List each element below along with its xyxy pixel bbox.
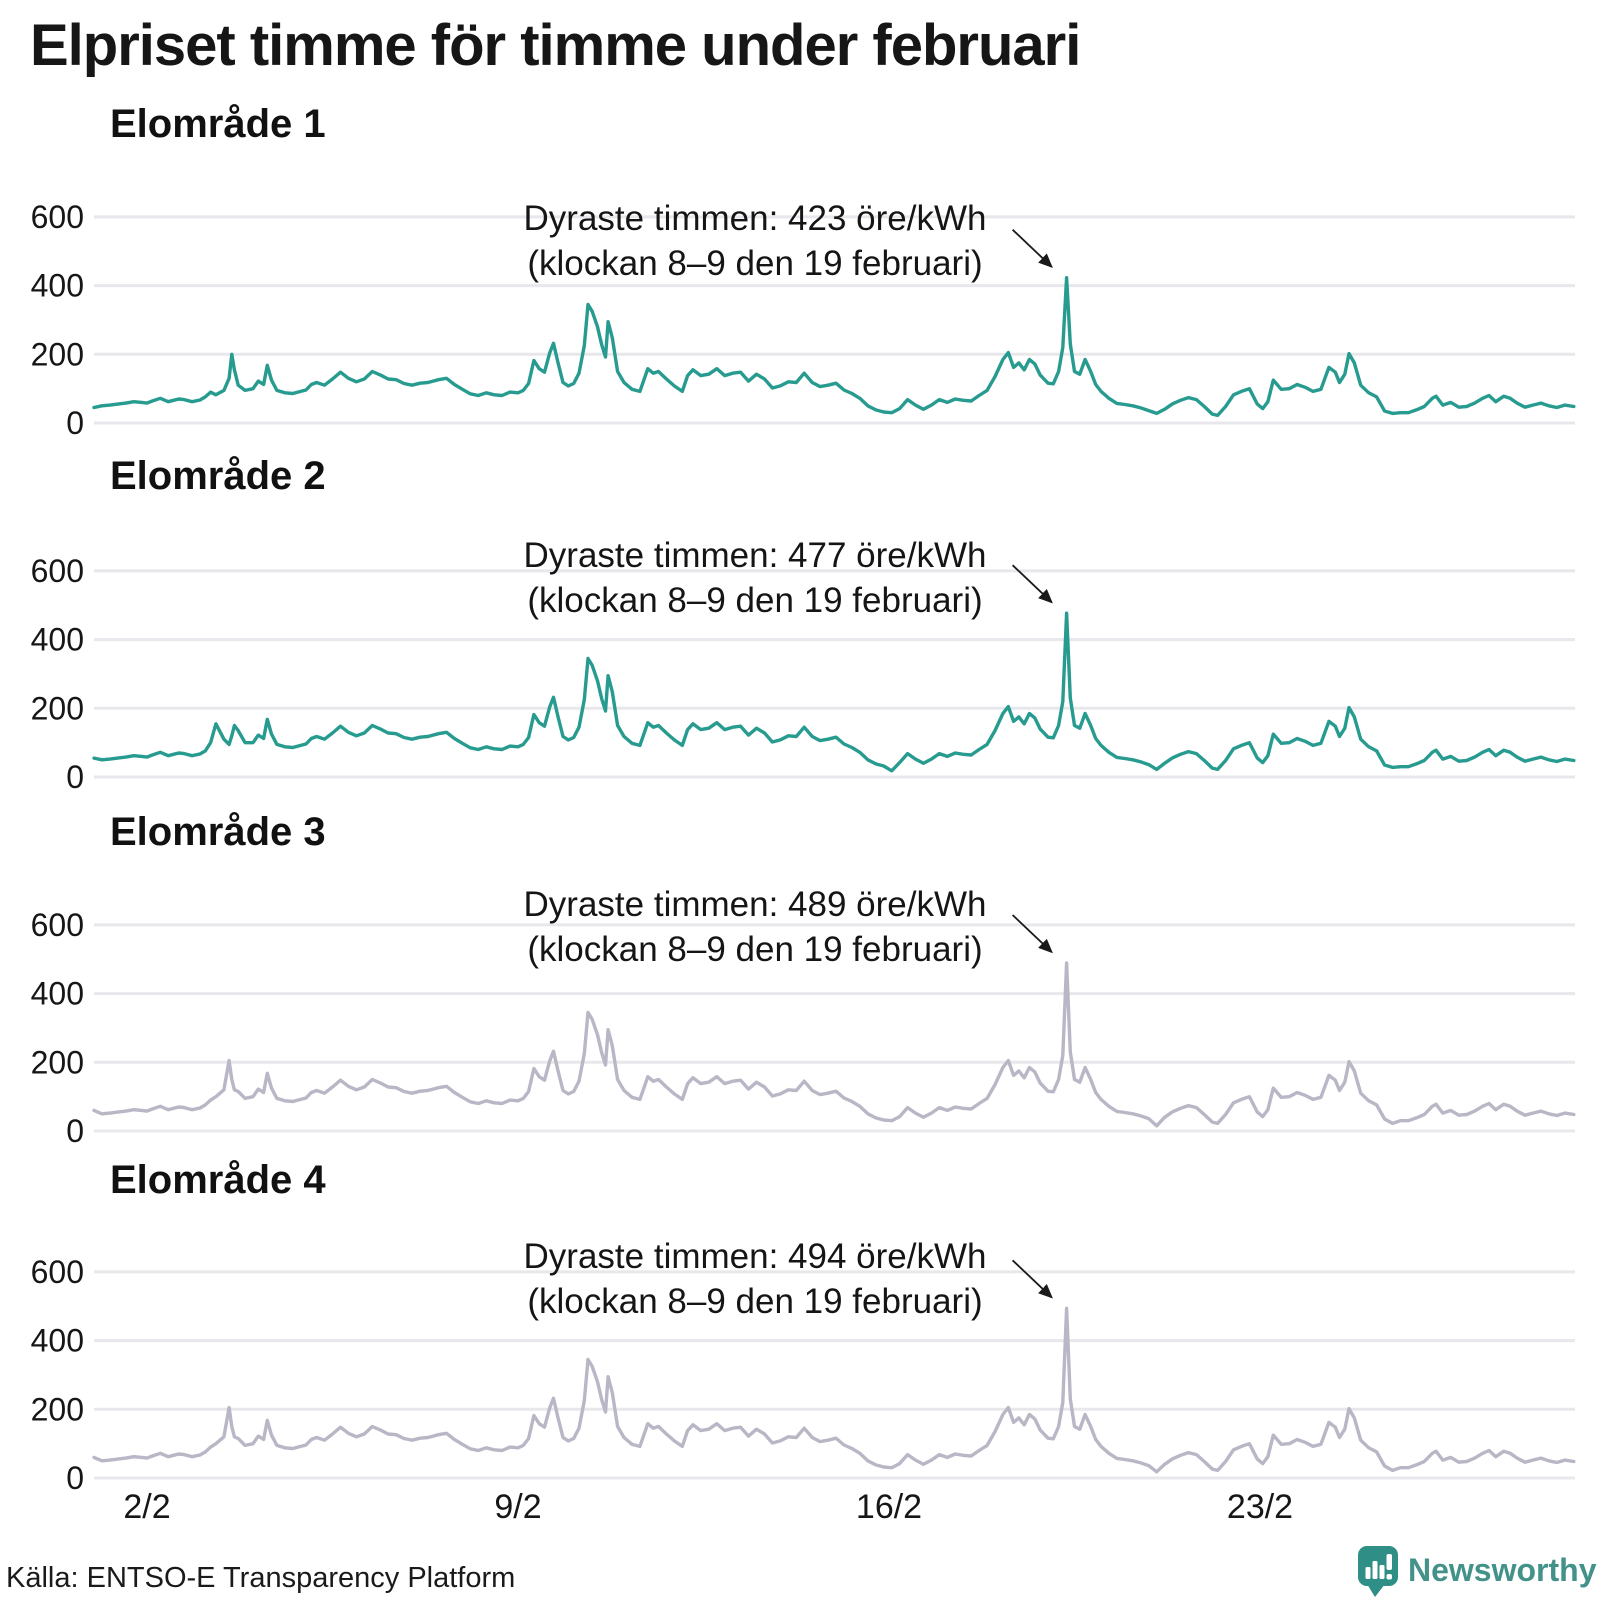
y-tick-label: 200 [31, 1391, 84, 1427]
annotation-arrow-icon [1011, 229, 1053, 268]
annotation-line1: Dyraste timmen: 489 öre/kWh [523, 885, 987, 924]
max-price-annotation-2: Dyraste timmen: 477 öre/kWh (klockan 8–9 … [330, 533, 1180, 623]
y-tick-label: 0 [66, 405, 84, 441]
y-tick-label: 400 [31, 268, 84, 304]
source-caption: Källa: ENTSO-E Transparency Platform [6, 1562, 516, 1594]
page-title: Elpriset timme för timme under februari [30, 13, 1081, 78]
max-price-annotation-1: Dyraste timmen: 423 öre/kWh (klockan 8–9 … [330, 196, 1180, 286]
max-price-annotation-4: Dyraste timmen: 494 öre/kWh (klockan 8–9 … [330, 1234, 1180, 1324]
annotation-arrow-icon [1011, 914, 1053, 954]
panel-title-4: Elområde 4 [110, 1158, 326, 1202]
panel-title-1: Elområde 1 [110, 102, 326, 146]
y-tick-label: 200 [31, 690, 84, 726]
panel-title-3: Elområde 3 [110, 810, 326, 854]
y-tick-label: 0 [66, 1460, 84, 1496]
price-line [92, 611, 1576, 773]
max-price-annotation-3: Dyraste timmen: 489 öre/kWh (klockan 8–9 … [330, 882, 1180, 972]
annotation-line2: (klockan 8–9 den 19 februari) [527, 930, 983, 969]
x-tick-label-23-2: 23/2 [1226, 1488, 1294, 1526]
annotation-line2: (klockan 8–9 den 19 februari) [527, 244, 983, 283]
annotation-line1: Dyraste timmen: 494 öre/kWh [523, 1237, 987, 1276]
annotation-line1: Dyraste timmen: 423 öre/kWh [523, 199, 987, 238]
y-tick-label: 400 [31, 1323, 84, 1359]
chart-panel-4: 600 400 200 0 [31, 1254, 1576, 1496]
y-tick-label: 0 [66, 1113, 84, 1149]
chart-panel-3: 600 400 200 0 [31, 907, 1576, 1149]
y-tick-label: 200 [31, 336, 84, 372]
chart-panel-1: 600 400 200 0 [31, 199, 1576, 441]
annotation-line2: (klockan 8–9 den 19 februari) [527, 1282, 983, 1321]
y-tick-label: 200 [31, 1044, 84, 1080]
annotation-line2: (klockan 8–9 den 19 februari) [527, 581, 983, 620]
y-tick-label: 600 [31, 199, 84, 235]
annotation-arrow-icon [1011, 1259, 1053, 1299]
x-tick-label-2-2: 2/2 [123, 1488, 171, 1526]
annotation-arrow-icon [1011, 564, 1053, 604]
y-tick-label: 0 [66, 759, 84, 795]
panel-title-2: Elområde 2 [110, 454, 326, 498]
x-axis-tick-labels: 2/2 9/2 16/2 23/2 [0, 1488, 1600, 1528]
newsworthy-logo: Newsworthy [1358, 1546, 1597, 1597]
y-tick-label: 400 [31, 622, 84, 658]
chart-panel-2: 600 400 200 0 [31, 553, 1576, 795]
newsworthy-logo-icon [1358, 1546, 1398, 1597]
price-line [92, 1306, 1576, 1474]
y-tick-label: 400 [31, 976, 84, 1012]
x-tick-label-16-2: 16/2 [855, 1488, 923, 1526]
price-line [92, 961, 1576, 1128]
x-tick-label-9-2: 9/2 [494, 1488, 542, 1526]
y-tick-label: 600 [31, 553, 84, 589]
newsworthy-brand-text: Newsworthy [1408, 1552, 1597, 1588]
y-tick-label: 600 [31, 907, 84, 943]
price-line [92, 275, 1576, 418]
y-tick-label: 600 [31, 1254, 84, 1290]
annotation-line1: Dyraste timmen: 477 öre/kWh [523, 536, 987, 575]
